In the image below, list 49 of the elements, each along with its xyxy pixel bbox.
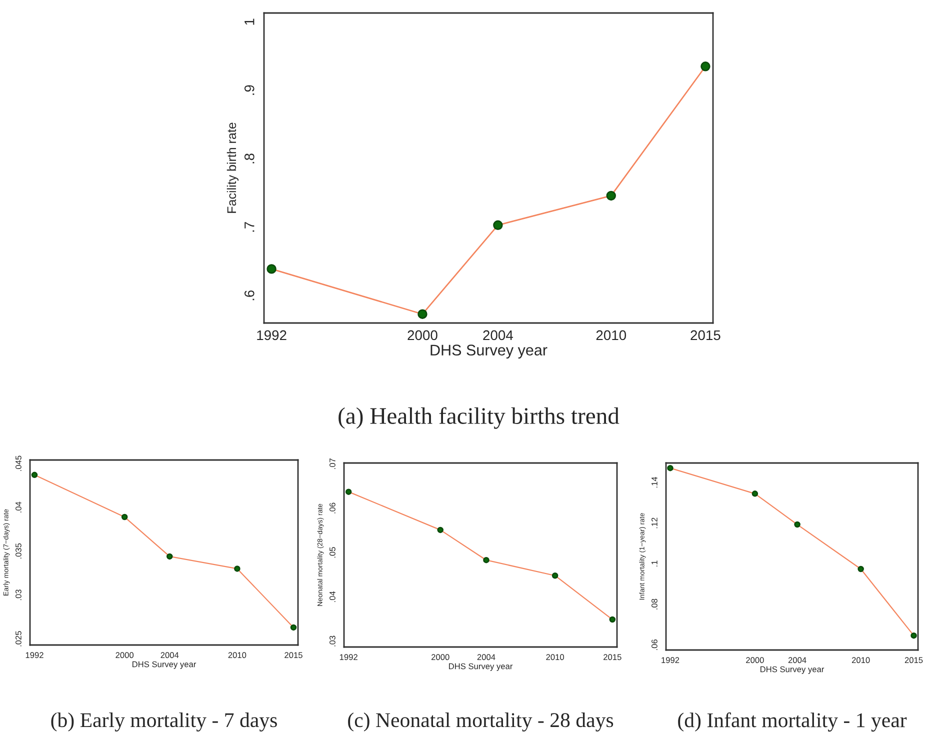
x-tick-label: 1992 — [26, 652, 44, 658]
y-tick-label: .05 — [330, 547, 336, 558]
y-tick-label: .03 — [16, 590, 22, 600]
x-tick-label: 2004 — [483, 330, 513, 340]
x-axis-title: DHS Survey year — [132, 661, 196, 669]
y-tick-label: .06 — [652, 640, 658, 650]
x-tick-label: 2000 — [746, 657, 764, 664]
text: (a) Health facility births trend — [338, 407, 620, 429]
text: (b) Early mortality - 7 days — [51, 712, 277, 732]
y-axis-title: Facility birth rate — [226, 122, 239, 213]
y-tick-label: .1 — [652, 560, 658, 566]
x-tick-label: 2010 — [852, 657, 870, 664]
x-tick-label: 2010 — [228, 652, 246, 658]
x-tick-label: 2015 — [284, 652, 302, 658]
y-tick-label: .7 — [244, 222, 254, 232]
x-tick-label: 2000 — [432, 654, 450, 660]
x-tick-label: 2010 — [546, 654, 564, 660]
y-tick-label: .08 — [652, 598, 658, 610]
y-tick-label: .045 — [16, 456, 22, 471]
x-tick-label: 2000 — [116, 652, 134, 658]
text: (c) Neonatal mortality - 28 days — [348, 712, 614, 732]
x-tick-label: 2004 — [477, 654, 496, 660]
y-tick-label: .9 — [244, 85, 254, 95]
y-tick-label: 1 — [244, 18, 254, 25]
y-tick-label: .025 — [16, 631, 22, 646]
y-tick-label: .035 — [16, 543, 22, 559]
x-axis-title: DHS Survey year — [760, 666, 824, 674]
y-tick-label: .6 — [244, 290, 254, 300]
y-tick-label: .12 — [652, 518, 658, 528]
y-tick-label: .03 — [330, 636, 336, 646]
x-tick-label: 2010 — [596, 330, 626, 340]
text: (d) Infant mortality - 1 year — [678, 712, 907, 732]
x-axis-title: DHS Survey year — [449, 663, 513, 671]
y-tick-label: .07 — [330, 458, 336, 469]
x-axis-title: DHS Survey year — [430, 344, 548, 359]
x-tick-label: 2000 — [408, 330, 438, 340]
y-tick-label: .06 — [330, 502, 336, 514]
x-tick-label: 1992 — [340, 654, 358, 660]
y-tick-label: .04 — [16, 502, 22, 512]
y-tick-label: .8 — [244, 154, 254, 164]
x-tick-label: 2015 — [604, 654, 622, 660]
x-tick-label: 1992 — [257, 330, 286, 340]
y-tick-label: .04 — [330, 591, 336, 602]
x-tick-label: 2004 — [788, 657, 806, 664]
x-tick-label: 1992 — [662, 657, 680, 664]
y-tick-label: .14 — [652, 476, 658, 488]
x-tick-label: 2015 — [690, 330, 720, 340]
x-tick-label: 2015 — [904, 657, 923, 664]
x-tick-label: 2004 — [160, 652, 179, 658]
